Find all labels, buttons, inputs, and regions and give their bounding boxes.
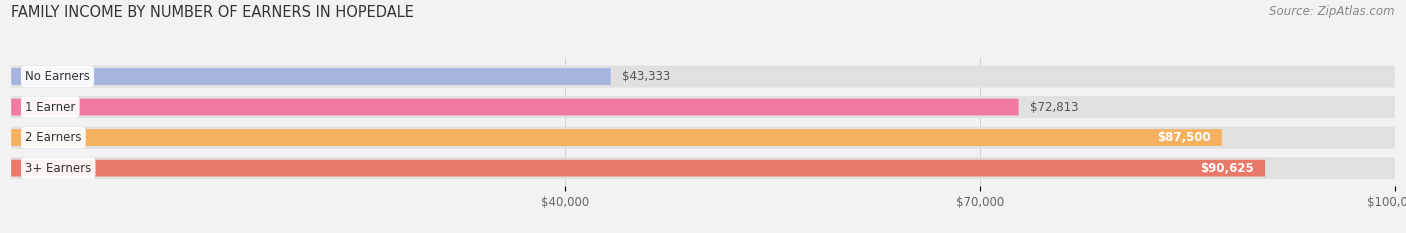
Text: 2 Earners: 2 Earners — [25, 131, 82, 144]
Text: 1 Earner: 1 Earner — [25, 101, 76, 113]
Text: Source: ZipAtlas.com: Source: ZipAtlas.com — [1270, 5, 1395, 18]
Text: No Earners: No Earners — [25, 70, 90, 83]
FancyBboxPatch shape — [11, 157, 1395, 179]
FancyBboxPatch shape — [11, 129, 1222, 146]
Text: $90,625: $90,625 — [1201, 162, 1254, 175]
FancyBboxPatch shape — [11, 65, 1395, 88]
Text: $43,333: $43,333 — [621, 70, 671, 83]
FancyBboxPatch shape — [11, 99, 1018, 116]
FancyBboxPatch shape — [11, 68, 610, 85]
Text: 3+ Earners: 3+ Earners — [25, 162, 91, 175]
FancyBboxPatch shape — [11, 160, 1265, 176]
FancyBboxPatch shape — [11, 96, 1395, 118]
Text: $87,500: $87,500 — [1157, 131, 1211, 144]
Text: $72,813: $72,813 — [1029, 101, 1078, 113]
Text: FAMILY INCOME BY NUMBER OF EARNERS IN HOPEDALE: FAMILY INCOME BY NUMBER OF EARNERS IN HO… — [11, 5, 415, 20]
FancyBboxPatch shape — [11, 127, 1395, 149]
